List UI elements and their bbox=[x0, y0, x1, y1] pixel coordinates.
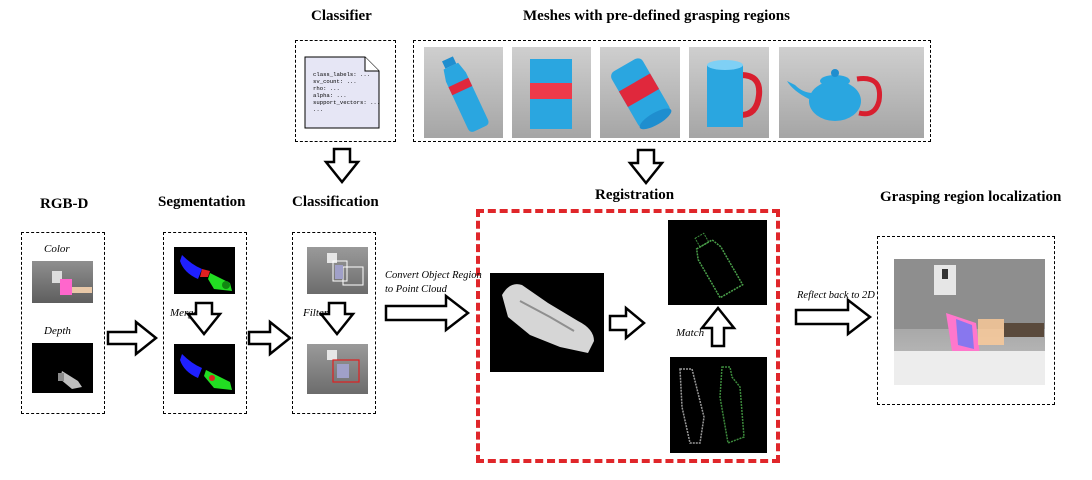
localization-title: Grasping region localization bbox=[880, 189, 1062, 205]
arrow-seg-to-class bbox=[247, 319, 293, 357]
mesh-carton bbox=[512, 47, 591, 138]
depth-label: Depth bbox=[44, 325, 71, 337]
mesh-bottle bbox=[424, 47, 503, 138]
segmentation-image-before bbox=[174, 247, 235, 294]
model-and-scene-image bbox=[670, 357, 767, 453]
arrow-classifier-down bbox=[323, 147, 361, 185]
file-line: alpha: ... bbox=[313, 92, 347, 99]
segmentation-box: Merge bbox=[163, 232, 247, 414]
document-icon bbox=[304, 56, 380, 129]
registered-model-image bbox=[668, 220, 767, 305]
classification-image-after bbox=[307, 344, 368, 394]
reflect-label: Reflect back to 2D bbox=[797, 290, 875, 301]
object-point-cloud bbox=[490, 273, 604, 372]
segmentation-image-after bbox=[174, 344, 235, 394]
rgbd-title: RGB-D bbox=[40, 196, 89, 212]
match-label: Match bbox=[676, 327, 705, 339]
classifier-box: class_labels: ... sv_count: ... rho: ...… bbox=[295, 40, 396, 142]
mesh-teapot bbox=[779, 47, 924, 138]
color-image bbox=[32, 261, 93, 303]
file-line: ... bbox=[313, 106, 324, 113]
classification-title: Classification bbox=[292, 194, 379, 210]
localization-box bbox=[877, 236, 1055, 405]
file-line: rho: ... bbox=[313, 85, 340, 92]
arrow-convert bbox=[384, 293, 471, 333]
meshes-title: Meshes with pre-defined grasping regions bbox=[523, 8, 790, 24]
registration-title: Registration bbox=[595, 187, 675, 203]
convert-label-line2: to Point Cloud bbox=[385, 284, 447, 295]
classification-image-before bbox=[307, 247, 368, 294]
arrow-filter-down bbox=[318, 301, 356, 337]
mesh-can bbox=[600, 47, 680, 138]
arrow-match-up bbox=[699, 305, 737, 348]
segmentation-title: Segmentation bbox=[158, 194, 246, 210]
rgbd-box: Color Depth bbox=[21, 232, 105, 414]
file-line: support_vectors: ... bbox=[313, 99, 381, 106]
arrow-rgbd-to-seg bbox=[106, 319, 159, 357]
localization-image bbox=[894, 259, 1045, 385]
mesh-mug bbox=[689, 47, 769, 138]
arrow-to-model-scene bbox=[608, 305, 646, 341]
arrow-meshes-down bbox=[627, 148, 665, 186]
file-line: class_labels: ... bbox=[313, 71, 371, 78]
classification-box: Filter bbox=[292, 232, 376, 414]
file-line: sv_count: ... bbox=[313, 78, 357, 85]
color-label: Color bbox=[44, 243, 70, 255]
classifier-file-text: class_labels: ... sv_count: ... rho: ...… bbox=[313, 71, 380, 113]
arrow-reflect bbox=[794, 297, 873, 337]
classifier-title: Classifier bbox=[311, 8, 372, 24]
arrow-merge-down bbox=[185, 301, 223, 337]
registration-box bbox=[476, 209, 780, 463]
meshes-box bbox=[413, 40, 931, 142]
convert-label-line1: Convert Object Region bbox=[385, 270, 482, 281]
depth-image bbox=[32, 343, 93, 393]
